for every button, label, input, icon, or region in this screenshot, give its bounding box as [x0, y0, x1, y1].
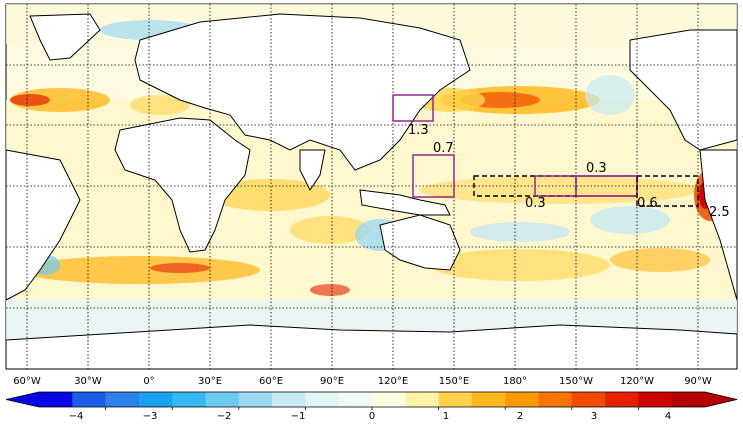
- box-kuroshio: [392, 94, 434, 122]
- lon-label: 90°E: [320, 376, 344, 387]
- colorbar-tick-label: 0: [369, 411, 375, 422]
- colorbar-extend-max: [705, 392, 737, 407]
- colorbar-segment: [205, 392, 240, 407]
- colorbar-segment: [138, 392, 173, 407]
- eurasia: [134, 13, 471, 171]
- colorbar-segment: [671, 392, 706, 407]
- colorbar-extend-min: [6, 392, 39, 407]
- region-boxes: [392, 94, 699, 207]
- colorbar-segment: [571, 392, 606, 407]
- lon-label: 60°E: [259, 376, 283, 387]
- colorbar-segment: [471, 392, 506, 407]
- colorbar-ticks: −4 −3 −2 −1 0 1 2 3 4: [69, 411, 672, 422]
- colorbar-segment: [438, 392, 473, 407]
- label-nino3: 0.6: [637, 196, 658, 211]
- colorbar-segment: [305, 392, 339, 407]
- label-nino12: 2.5: [709, 205, 730, 220]
- colorbar-segment: [538, 392, 573, 407]
- colorbar-segment: [72, 392, 106, 407]
- lon-label: 120°W: [620, 376, 654, 387]
- australia: [379, 214, 461, 271]
- colorbar-segment: [238, 392, 273, 407]
- south-america: [5, 149, 81, 301]
- colorbar-tick-label: −1: [291, 411, 306, 422]
- colorbar-tick-label: −4: [69, 411, 84, 422]
- lon-label: 30°W: [74, 376, 102, 387]
- lon-label: 150°W: [559, 376, 593, 387]
- lon-label: 120°E: [378, 376, 408, 387]
- colorbar-segment: [338, 392, 373, 407]
- box-nino12: [636, 175, 699, 207]
- box-warm-pool: [412, 154, 455, 198]
- colorbar-tick-label: 3: [591, 411, 597, 422]
- south-america-west: [699, 149, 738, 301]
- colorbar-segment: [372, 392, 406, 407]
- label-kuroshio: 1.3: [408, 123, 429, 138]
- lon-label: 30°E: [198, 376, 222, 387]
- colorbar-segment: [172, 392, 206, 407]
- colorbar-outline: [5, 391, 738, 408]
- continents: [5, 13, 738, 370]
- lon-label: 180°: [503, 376, 527, 387]
- lon-label: 0°: [143, 376, 154, 387]
- colorbar-segment: [405, 392, 439, 407]
- lon-label: 60°W: [13, 376, 41, 387]
- colorbar-segment: [105, 392, 140, 407]
- colorbar-segment: [505, 392, 539, 407]
- colorbar-tick-label: 2: [517, 411, 523, 422]
- colorbar-tick-label: −2: [217, 411, 232, 422]
- colorbar-segment: [39, 392, 73, 407]
- north-america: [629, 29, 738, 151]
- label-nino4: 0.3: [525, 196, 546, 211]
- india: [299, 149, 326, 191]
- colorbar-segment: [272, 392, 306, 407]
- label-nino34: 0.3: [586, 161, 607, 176]
- label-warm-pool: 0.7: [433, 141, 454, 156]
- colorbar-tick-label: 4: [665, 411, 671, 422]
- lon-label: 150°E: [439, 376, 469, 387]
- colorbar-segment: [605, 392, 639, 407]
- greenland: [29, 13, 101, 61]
- antarctica: [5, 324, 738, 370]
- lon-label: 90°W: [684, 376, 712, 387]
- colorbar-segment: [638, 392, 672, 407]
- colorbar-tick-label: 1: [443, 411, 449, 422]
- colorbar: [5, 391, 738, 410]
- maritime-continent: [359, 189, 451, 216]
- colorbar-tick-label: −3: [143, 411, 158, 422]
- longitude-labels: 60°W 30°W 0° 30°E 60°E 90°E 120°E 150°E …: [13, 376, 712, 387]
- graticule: [6, 4, 737, 369]
